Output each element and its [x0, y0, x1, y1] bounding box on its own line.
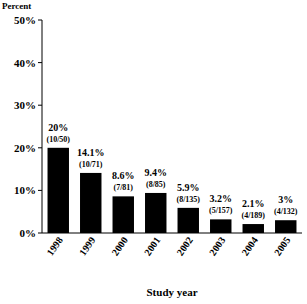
data-label: 2.1% [242, 198, 265, 209]
x-tick-label: 2003 [207, 235, 227, 258]
fraction-label: (10/71) [79, 160, 103, 169]
x-tick-label: 1999 [77, 235, 97, 258]
data-label: 14.1% [77, 147, 105, 158]
bar [48, 148, 69, 233]
fraction-label: (5/157) [209, 206, 233, 215]
bar [145, 193, 166, 233]
bar [243, 224, 264, 233]
x-tick-label: 2001 [142, 235, 162, 258]
x-tick-label: 2004 [239, 235, 259, 258]
y-tick [38, 20, 42, 21]
x-tick-label: 2000 [109, 235, 129, 258]
y-tick [38, 105, 42, 106]
y-tick [38, 147, 42, 148]
y-tick [38, 233, 42, 234]
x-axis-label: Study year [146, 286, 197, 298]
data-label: 3.2% [210, 193, 233, 204]
y-tick-label: 40% [14, 57, 36, 69]
fraction-label: (4/132) [274, 207, 298, 216]
y-tick-label: 0% [20, 227, 37, 239]
data-label: 20% [48, 122, 68, 133]
bar [178, 208, 199, 233]
data-label: 3% [278, 194, 293, 205]
y-axis-label: Percent [2, 1, 31, 11]
bars [48, 148, 297, 233]
bar [210, 219, 231, 233]
fraction-label: (4/189) [241, 211, 265, 220]
y-axis [42, 20, 43, 233]
y-tick [38, 62, 42, 63]
bar [80, 173, 101, 233]
bar [113, 196, 134, 233]
x-tick-label: 1998 [44, 235, 64, 258]
data-label: 8.6% [112, 170, 135, 181]
x-tick-label: 2002 [174, 235, 194, 258]
y-tick-label: 20% [14, 142, 36, 154]
bar [275, 220, 296, 233]
fraction-label: (8/85) [146, 180, 166, 189]
y-tick-label: 10% [14, 184, 36, 196]
fraction-label: (8/135) [176, 195, 200, 204]
fraction-label: (7/81) [113, 183, 133, 192]
y-tick-label: 30% [14, 99, 36, 111]
data-label: 9.4% [145, 167, 168, 178]
fraction-label: (10/50) [46, 135, 70, 144]
y-tick-label: 50% [14, 14, 36, 26]
chart: Percent 0% 10% 20% 30% 40% 50% 20% (10/50) 14.1% (… [0, 0, 307, 304]
x-tick-label: 2005 [272, 235, 292, 258]
y-tick [38, 190, 42, 191]
data-label: 5.9% [177, 182, 200, 193]
